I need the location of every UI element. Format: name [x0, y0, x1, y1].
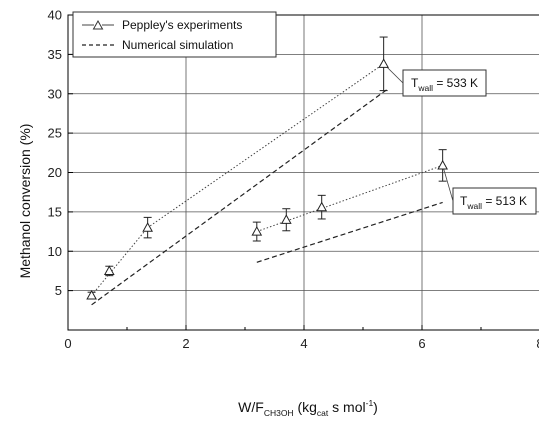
legend-label-experiments: Peppley's experiments	[122, 18, 242, 32]
y-tick-label: 20	[48, 165, 62, 180]
x-tick-label: 2	[182, 336, 189, 351]
simulation-line	[256, 201, 443, 263]
experiment-trend-line	[91, 63, 384, 296]
data-point-triangle	[437, 159, 448, 170]
data-point-triangle	[103, 265, 115, 276]
legend-triangle-marker	[92, 19, 104, 30]
data-point-triangle	[378, 58, 389, 68]
y-tick-label: 5	[55, 283, 62, 298]
x-tick-label: 8	[536, 336, 539, 351]
annotation-513K: Twall = 513 K	[452, 187, 537, 215]
y-tick-label: 30	[48, 86, 62, 101]
grid	[68, 14, 539, 330]
annotation-533K-box	[402, 69, 487, 97]
annotation-connector	[442, 165, 454, 202]
axis-ticks: 5 10 15 20 25 30 35 40 0 2 4 6 8	[48, 8, 539, 352]
data-point-triangle	[316, 201, 328, 212]
data-point-triangle	[142, 222, 153, 232]
y-tick-label: 25	[48, 126, 62, 141]
legend-label-simulation: Numerical simulation	[122, 38, 233, 52]
y-tick-label: 10	[48, 244, 62, 259]
x-axis-label: W/FCH3OH (kgcat s mol-1)	[238, 398, 378, 418]
x-tick-label: 0	[64, 336, 71, 351]
data-point-triangle	[280, 214, 292, 224]
legend: Peppley's experiments Numerical simulati…	[72, 11, 277, 58]
x-tick-label: 4	[300, 336, 307, 351]
experiment-trend-lines	[91, 63, 454, 296]
annotation-513K-box	[452, 187, 537, 215]
simulation-lines	[91, 89, 443, 306]
y-tick-label: 15	[48, 204, 62, 219]
annotation-513K-text: Twall = 513 K	[460, 194, 527, 211]
x-tick-label: 6	[418, 336, 425, 351]
annotation-533K-text: Twall = 533 K	[411, 76, 478, 93]
annotation-533K: Twall = 533 K	[402, 69, 487, 97]
simulation-line	[91, 89, 387, 306]
legend-box	[72, 11, 277, 58]
y-tick-label: 40	[48, 8, 62, 23]
y-tick-label: 35	[48, 47, 62, 62]
data-point-triangle	[86, 289, 97, 300]
experiment-points	[86, 36, 448, 300]
y-axis-label: Methanol conversion (%)	[17, 124, 33, 279]
data-point-triangle	[251, 226, 263, 236]
